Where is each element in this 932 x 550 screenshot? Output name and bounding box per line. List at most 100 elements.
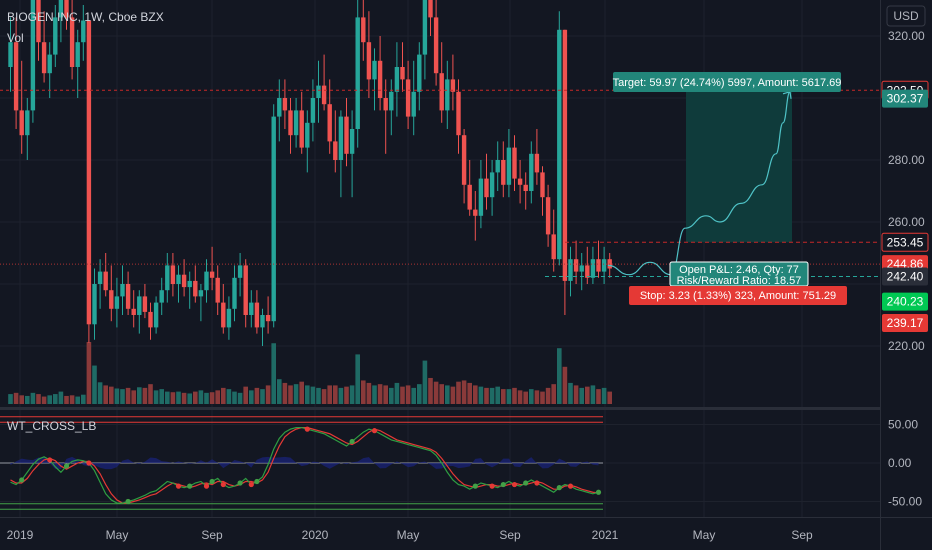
candle-body[interactable] [198,290,204,297]
candle-body[interactable] [585,265,590,278]
candle-body[interactable] [310,98,316,123]
candle-body[interactable] [181,274,187,288]
candle-body[interactable] [349,129,355,154]
candle-body[interactable] [165,265,170,291]
candle-body[interactable] [221,302,226,328]
candle-body[interactable] [176,274,181,284]
candle-body[interactable] [517,178,523,185]
candle-body[interactable] [523,184,528,191]
candle-body[interactable] [120,284,125,297]
candle-body[interactable] [484,178,489,198]
candle-body[interactable] [81,20,86,43]
candle-body[interactable] [422,0,428,55]
candle-body[interactable] [293,110,299,136]
candle-body[interactable] [506,147,512,185]
candle-body[interactable] [64,0,69,18]
candle-body[interactable] [562,29,568,281]
candle-body[interactable] [495,160,500,173]
candle-body[interactable] [333,141,338,160]
candle-body[interactable] [148,311,153,328]
candle-body[interactable] [86,20,92,325]
candle-body[interactable] [534,153,540,173]
candle-body[interactable] [383,98,388,111]
candle-body[interactable] [557,29,562,260]
candle-body[interactable] [596,259,601,272]
target-label-box[interactable]: Target: 59.97 (24.74%) 5997, Amount: 561… [613,72,842,92]
pnl-box[interactable]: Open P&L: 2.46, Qty: 77 Risk/Reward Rati… [669,261,809,287]
oscillator-axis[interactable]: 50.00 0.00 -50.00 [888,418,922,509]
candle-body[interactable] [573,259,579,272]
candle-body[interactable] [428,0,433,18]
candle-body[interactable] [25,110,30,136]
candle-body[interactable] [125,284,131,309]
candle-body[interactable] [103,271,108,291]
candle-body[interactable] [467,184,472,210]
candle-body[interactable] [215,277,220,303]
candle-body[interactable] [243,265,248,315]
candle-body[interactable] [372,60,377,80]
time-axis[interactable]: 2019 May Sep 2020 May Sep 2021 May Sep [7,528,813,542]
candle-body[interactable] [489,172,495,198]
price-axis[interactable]: 320.00 280.00 260.00 220.00 [888,29,925,353]
candle-body[interactable] [411,91,416,117]
candle-body[interactable] [579,265,584,272]
candle-body[interactable] [226,308,232,328]
candle-body[interactable] [540,172,545,198]
candle-body[interactable] [568,259,573,281]
candle-body[interactable] [405,79,411,117]
candle-body[interactable] [478,178,484,216]
candle-body[interactable] [529,153,534,191]
candle-body[interactable] [47,54,52,74]
candle-body[interactable] [461,135,467,185]
candle-body[interactable] [299,110,304,148]
candle-body[interactable] [153,302,159,328]
candle-body[interactable] [92,284,97,325]
candle-body[interactable] [13,42,19,111]
candle-body[interactable] [254,302,260,328]
candle-body[interactable] [288,110,293,136]
candle-body[interactable] [260,315,265,328]
candle-body[interactable] [551,234,556,260]
candle-body[interactable] [445,79,450,111]
candle-body[interactable] [512,147,517,179]
stop-label-box[interactable]: Stop: 3.23 (1.33%) 323, Amount: 751.29 [629,286,847,305]
candle-body[interactable] [187,280,192,288]
candle-body[interactable] [590,259,596,278]
candle-body[interactable] [327,104,332,142]
candle-body[interactable] [159,290,164,303]
symbol-title[interactable]: BIOGEN INC, 1W, Cboe BZX [7,10,164,24]
candle-body[interactable] [8,42,13,67]
candle-body[interactable] [361,17,366,43]
candle-body[interactable] [355,17,360,129]
candle-body[interactable] [456,91,461,136]
candle-body[interactable] [30,0,36,111]
candle-body[interactable] [450,79,456,92]
oscillator-pane[interactable] [0,416,603,510]
candle-body[interactable] [305,122,310,148]
candle-body[interactable] [137,296,142,315]
candle-body[interactable] [109,290,114,309]
candle-body[interactable] [282,98,288,111]
candle-body[interactable] [142,296,148,312]
candlestick-series[interactable] [8,0,612,346]
candle-body[interactable] [53,17,58,55]
candle-body[interactable] [97,271,103,284]
candle-body[interactable] [601,259,607,272]
candle-body[interactable] [277,98,282,117]
candle-body[interactable] [389,91,394,111]
candle-body[interactable] [271,116,276,322]
candle-body[interactable] [321,85,327,105]
candle-body[interactable] [377,60,383,98]
candle-body[interactable] [232,277,237,309]
candle-body[interactable] [131,308,136,315]
candle-body[interactable] [69,17,75,67]
oscillator-title[interactable]: WT_CROSS_LB [7,419,96,433]
candle-body[interactable] [366,42,372,80]
currency-button[interactable]: USD [886,5,926,27]
candle-body[interactable] [394,67,400,92]
candle-body[interactable] [501,160,506,185]
candle-body[interactable] [75,42,80,67]
candle-body[interactable] [204,271,209,291]
candle-body[interactable] [473,209,478,216]
candle-body[interactable] [433,17,439,74]
